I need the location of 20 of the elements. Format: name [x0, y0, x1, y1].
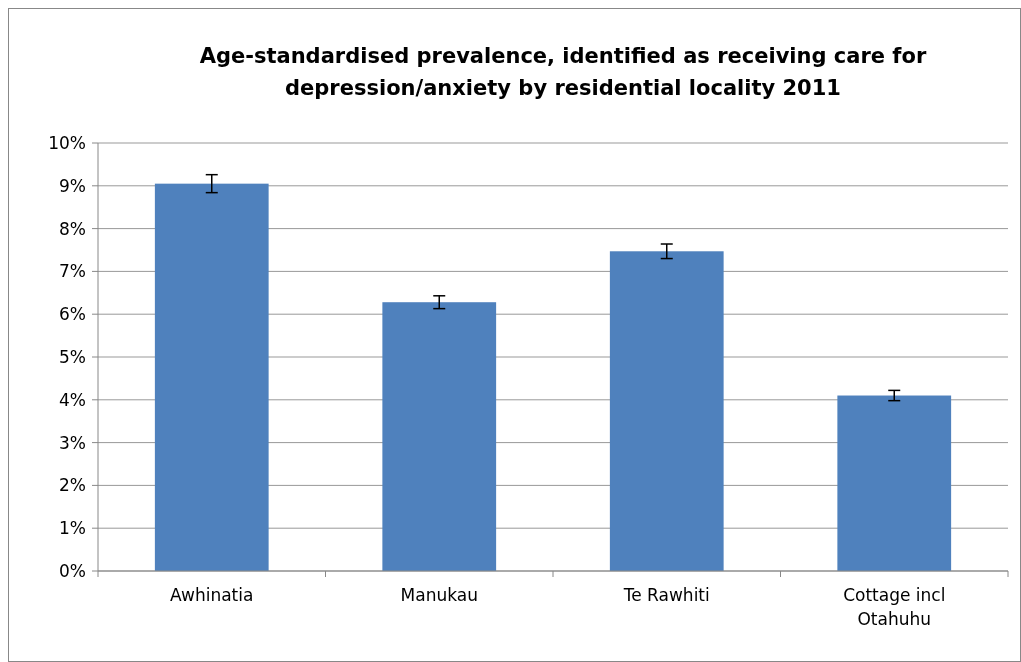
y-tick-label: 7% [59, 261, 86, 282]
y-tick-label: 8% [59, 218, 86, 239]
x-tick-label: Awhinatia [170, 585, 254, 605]
bar [609, 251, 724, 571]
y-tick-label: 3% [59, 432, 86, 453]
bar [154, 183, 269, 571]
y-tick-label: 0% [59, 560, 86, 581]
y-tick-label: 4% [59, 389, 86, 410]
chart-title: Age-standardised prevalence, identified as receiving care for depression/anxiety by residential locality 2011 [199, 44, 927, 100]
x-tick-label: Te Rawhiti [622, 585, 710, 605]
y-tick-label: 5% [59, 346, 86, 367]
bar [382, 302, 497, 571]
y-tick-label: 6% [59, 304, 86, 325]
y-tick-label: 9% [59, 175, 86, 196]
bar [837, 395, 952, 571]
x-tick-label: Cottage incl Otahuhu [843, 585, 946, 629]
y-tick-label: 2% [59, 475, 86, 496]
y-tick-label: 10% [48, 132, 86, 153]
x-tick-label: Manukau [400, 585, 478, 605]
y-tick-label: 1% [59, 518, 86, 539]
